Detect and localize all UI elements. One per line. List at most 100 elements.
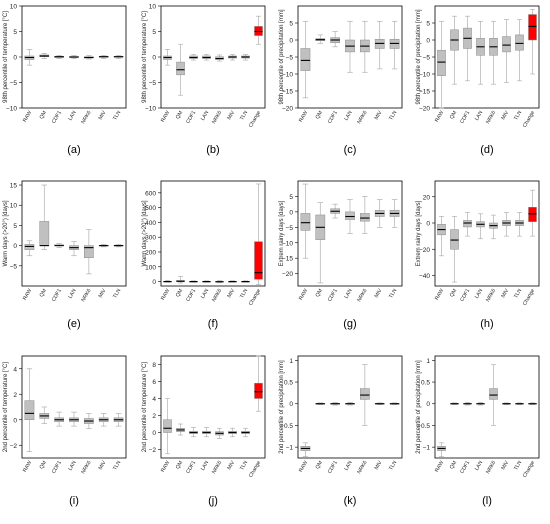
x-tick-label: RAW	[22, 460, 33, 473]
x-tick-label: NRK6	[356, 110, 368, 125]
y-tick-label: 5	[289, 21, 293, 28]
box-raw	[163, 419, 172, 433]
y-tick-label: 300	[145, 235, 156, 242]
y-tick-label: −15	[419, 89, 430, 96]
x-tick-label: NRK6	[211, 288, 223, 303]
x-tick-label: TLN	[513, 460, 523, 472]
x-tick-label: CDF1	[459, 460, 471, 475]
y-tick-label: 2	[152, 413, 156, 420]
x-tick-label: QM	[175, 288, 184, 298]
y-tick-label: −20	[282, 106, 293, 113]
y-tick-label: −2	[10, 443, 18, 450]
y-tick-label: 0	[289, 401, 293, 408]
x-tick-label: TLN	[112, 110, 122, 122]
y-tick-label: 0	[289, 209, 293, 216]
x-tick-label: RAW	[434, 460, 445, 473]
y-tick-label: 1	[289, 358, 293, 365]
plot-frame	[434, 180, 540, 287]
y-tick-label: −10	[6, 106, 17, 113]
x-tick-label: MIV	[98, 460, 108, 471]
x-tick-label: CDF1	[185, 110, 197, 125]
y-tick-label: −10	[282, 72, 293, 79]
box-change	[528, 14, 537, 41]
x-tick-label: CDF1	[459, 288, 471, 303]
x-tick-label: NRK6	[80, 460, 92, 475]
box-raw	[300, 213, 311, 231]
y-tick-label: 200	[145, 249, 156, 256]
y-axis-label: 2nd percentile of temperature [°C]	[3, 362, 9, 452]
x-tick-label: LAN	[343, 288, 353, 300]
x-tick-label: MIV	[226, 110, 236, 121]
x-tick-label: CDF1	[327, 460, 339, 475]
y-tick-label: 5	[13, 29, 17, 36]
x-tick-label: QM	[39, 110, 48, 120]
y-tick-label: −5	[149, 80, 157, 87]
y-tick-label: 6	[152, 379, 156, 386]
plot-frame	[160, 355, 266, 459]
box-qm	[176, 61, 185, 76]
y-tick-label: 0.5	[421, 380, 430, 387]
y-tick-label: 5	[426, 21, 430, 28]
x-tick-label: RAW	[160, 288, 171, 301]
panel-label: (l)	[482, 495, 492, 507]
panel-label: (i)	[69, 495, 79, 507]
x-tick-label: Change	[248, 460, 262, 479]
box-cdf1	[463, 220, 472, 228]
x-tick-label: NRK6	[80, 110, 92, 125]
box-change	[254, 382, 263, 399]
x-tick-label: NRK6	[356, 460, 368, 475]
x-tick-label: MIV	[98, 288, 108, 299]
x-tick-label: CDF1	[327, 110, 339, 125]
y-tick-label: 5	[289, 194, 293, 201]
y-tick-label: 0	[13, 243, 17, 250]
y-tick-label: −40	[419, 273, 430, 280]
y-tick-label: 5	[152, 29, 156, 36]
panel-label: (d)	[480, 144, 493, 156]
y-tick-label: 0	[289, 38, 293, 45]
x-tick-label: RAW	[22, 288, 33, 301]
y-axis-label: 2nd percentile of temperature [°C]	[142, 362, 148, 452]
x-tick-label: MIV	[226, 288, 236, 299]
box-tln	[515, 34, 524, 51]
x-tick-label: LAN	[200, 460, 210, 472]
box-raw	[24, 400, 35, 420]
box-lan	[345, 211, 355, 220]
panel-label: (j)	[208, 495, 218, 507]
y-tick-label: −5	[423, 55, 431, 62]
x-tick-label: LAN	[343, 110, 353, 122]
x-tick-label: QM	[175, 460, 184, 470]
panel-label: (g)	[343, 318, 356, 330]
x-tick-label: QM	[39, 460, 48, 470]
x-tick-label: TLN	[388, 110, 398, 122]
panel-label: (h)	[480, 318, 493, 330]
x-tick-label: RAW	[22, 110, 33, 123]
panel-d: −20 −15 −10 −5 0 5 98th percentile of precipit…	[416, 5, 540, 156]
x-tick-label: NRK6	[211, 110, 223, 125]
y-tick-label: −20	[419, 247, 430, 254]
x-tick-label: QM	[449, 110, 458, 120]
x-tick-label: QM	[315, 110, 324, 120]
panel-label: (f)	[208, 318, 218, 330]
x-tick-label: RAW	[434, 288, 445, 301]
plot-frame	[297, 355, 403, 459]
x-tick-label: QM	[449, 460, 458, 470]
y-tick-label: 5	[13, 223, 17, 230]
x-tick-label: TLN	[388, 460, 398, 472]
box-qm	[450, 229, 459, 250]
y-tick-label: −15	[282, 89, 293, 96]
y-tick-label: −15	[282, 256, 293, 263]
x-tick-label: RAW	[160, 460, 171, 473]
y-tick-label: −0.5	[280, 423, 293, 430]
x-tick-label: CDF1	[185, 460, 197, 475]
x-tick-label: LAN	[200, 288, 210, 300]
x-tick-label: MIV	[374, 460, 384, 471]
box-nrk6	[360, 213, 370, 222]
x-tick-label: MIV	[374, 288, 384, 299]
y-tick-label: 100	[145, 264, 156, 271]
box-raw	[300, 48, 311, 71]
x-tick-label: TLN	[388, 288, 398, 300]
box-miv	[502, 36, 511, 53]
y-tick-label: 4	[152, 396, 156, 403]
